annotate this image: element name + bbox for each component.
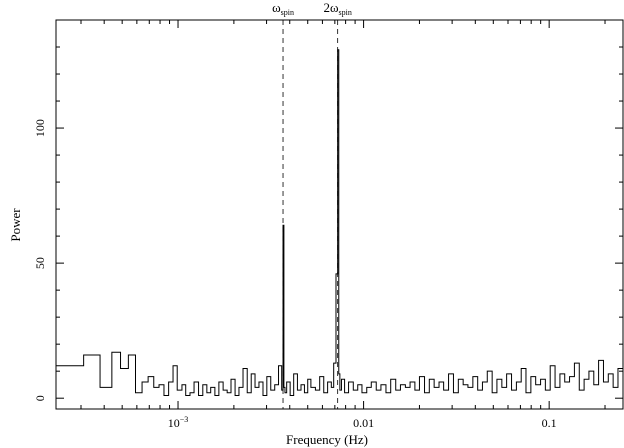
annotation-label: 2ωspin: [323, 0, 351, 17]
y-axis-label: Power: [8, 208, 23, 242]
annotation-label-base: 2ω: [323, 0, 339, 15]
series-line: [56, 49, 623, 396]
x-tick-label-exponent: −3: [180, 415, 189, 424]
x-tick-label: 0.1: [542, 416, 557, 430]
x-tick-label-base: 10: [168, 416, 180, 430]
plot-frame: [55, 19, 624, 410]
y-tick-label: 100: [33, 119, 47, 137]
y-tick-label: 50: [33, 257, 47, 269]
x-tick-label: 10−3: [168, 415, 189, 430]
x-tick-label: 0.01: [353, 416, 374, 430]
y-tick-label: 0: [33, 395, 47, 401]
annotation-label-subscript: spin: [339, 8, 352, 17]
annotation-label: ωspin: [272, 0, 294, 17]
annotation-label-subscript: spin: [281, 8, 294, 17]
annotation-label-base: ω: [272, 0, 281, 15]
axis-ticks: 0 50 100 10−3 0.01 0.1: [33, 20, 623, 430]
x-axis-label: Frequency (Hz): [286, 432, 368, 447]
